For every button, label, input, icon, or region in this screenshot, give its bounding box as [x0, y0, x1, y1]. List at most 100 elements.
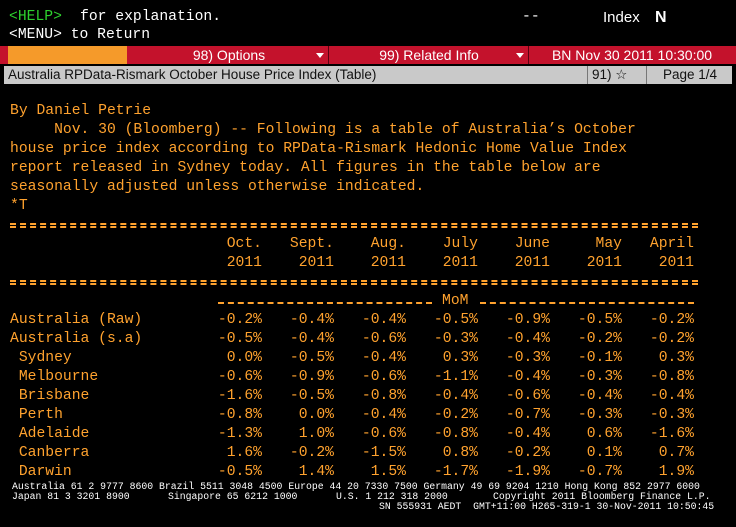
cell-value: -0.4%: [433, 388, 478, 404]
cell-value: 0.7%: [658, 445, 694, 461]
cell-value: -1.3%: [217, 426, 262, 442]
cell-value: -0.5%: [217, 464, 262, 480]
cell-value: -0.6%: [217, 369, 262, 385]
favorite-button[interactable]: 91) ☆: [587, 66, 647, 84]
cell-value: -0.3%: [505, 350, 550, 366]
paragraph-line: Nov. 30 (Bloomberg) -- Following is a ta…: [10, 122, 636, 138]
timestamp: BN Nov 30 2011 10:30:00: [551, 47, 713, 63]
cell-value: -0.4%: [289, 331, 334, 347]
cell-value: -0.2%: [577, 331, 622, 347]
column-month: Aug.: [370, 236, 406, 252]
cell-value: -0.3%: [433, 331, 478, 347]
cell-value: -0.8%: [217, 407, 262, 423]
cell-value: -0.3%: [577, 369, 622, 385]
cell-value: -0.2%: [289, 445, 334, 461]
column-year: 2011: [658, 255, 694, 271]
column-year: 2011: [298, 255, 334, 271]
cell-value: -1.6%: [649, 426, 694, 442]
menu-line: <MENU> to Return: [9, 27, 151, 43]
cell-value: -0.9%: [289, 369, 334, 385]
column-month: Sept.: [289, 236, 334, 252]
cell-value: -0.5%: [289, 388, 334, 404]
footer-session: SN 555931 AEDT GMT+11:00 H265-319-1 30-N…: [379, 501, 715, 512]
column-month: July: [442, 236, 478, 252]
column-month: April: [649, 236, 694, 252]
logo: N: [655, 9, 667, 26]
cell-value: 0.0%: [226, 350, 262, 366]
column-month: June: [514, 236, 550, 252]
column-year: 2011: [226, 255, 262, 271]
footer-copyright: Copyright 2011 Bloomberg Finance L.P.: [493, 491, 711, 502]
cell-value: 1.4%: [298, 464, 334, 480]
footer-singapore: Singapore 65 6212 1000: [168, 491, 298, 502]
footer: Australia 61 2 9777 8600 Brazil 5511 304…: [0, 480, 736, 527]
column-year: 2011: [586, 255, 622, 271]
footer-offices: Australia 61 2 9777 8600 Brazil 5511 304…: [12, 481, 700, 492]
paragraph-line: seasonally adjusted unless otherwise ind…: [10, 179, 425, 195]
page-title: Australia RPData-Rismark October House P…: [8, 67, 377, 82]
dropdown-arrow: [516, 53, 524, 58]
cell-value: -0.4%: [649, 388, 694, 404]
title-bar: Australia RPData-Rismark October House P…: [4, 66, 732, 84]
cell-value: -0.5%: [289, 350, 334, 366]
cell-value: 0.3%: [442, 350, 478, 366]
row-label: Adelaide: [10, 426, 90, 442]
cell-value: -0.4%: [505, 426, 550, 442]
cell-value: -0.4%: [505, 331, 550, 347]
row-label: Sydney: [10, 350, 72, 366]
cell-value: -0.2%: [649, 331, 694, 347]
cell-value: -0.7%: [505, 407, 550, 423]
index-label: Index: [603, 9, 640, 26]
cell-value: 1.9%: [658, 464, 694, 480]
cell-value: -0.2%: [505, 445, 550, 461]
cell-value: 0.3%: [658, 350, 694, 366]
cell-value: -1.9%: [505, 464, 550, 480]
cell-value: -0.4%: [361, 312, 406, 328]
cell-value: 0.6%: [586, 426, 622, 442]
cell-value: -0.2%: [217, 312, 262, 328]
related-info-button[interactable]: 99) Related Info: [330, 46, 529, 64]
cell-value: -1.6%: [217, 388, 262, 404]
cell-value: -0.9%: [505, 312, 550, 328]
cell-value: -0.6%: [361, 426, 406, 442]
cell-value: 0.8%: [442, 445, 478, 461]
row-label: Darwin: [10, 464, 72, 480]
footer-japan: Japan 81 3 3201 8900: [12, 491, 130, 502]
cell-value: -0.5%: [433, 312, 478, 328]
help-text: for explanation.: [80, 9, 222, 25]
row-label: Canberra: [10, 445, 90, 461]
cell-value: -0.6%: [505, 388, 550, 404]
row-label: Australia (s.a): [10, 331, 143, 347]
toolbar: 98) Options 99) Related Info BN Nov 30 201…: [0, 46, 736, 64]
byline: By Daniel Petrie: [10, 103, 152, 119]
cell-value: -0.4%: [505, 369, 550, 385]
cell-value: -0.3%: [577, 407, 622, 423]
cell-value: -0.4%: [361, 350, 406, 366]
cell-value: -0.5%: [217, 331, 262, 347]
cell-value: -0.4%: [361, 407, 406, 423]
page-indicator: Page 1/4: [663, 67, 718, 82]
cell-value: -0.8%: [649, 369, 694, 385]
cell-value: -0.1%: [577, 350, 622, 366]
options-button[interactable]: 98) Options: [130, 46, 329, 64]
cell-value: 0.0%: [298, 407, 334, 423]
section-rule: [480, 302, 694, 304]
cell-value: -1.1%: [433, 369, 478, 385]
separator: [10, 280, 698, 285]
menu-block[interactable]: [8, 46, 127, 64]
cell-value: 1.5%: [370, 464, 406, 480]
help-key: <HELP>: [9, 9, 62, 25]
row-label: Australia (Raw): [10, 312, 143, 328]
column-month: Oct.: [226, 236, 262, 252]
cell-value: 1.0%: [298, 426, 334, 442]
row-label: Perth: [10, 407, 63, 423]
cell-value: -1.5%: [361, 445, 406, 461]
column-year: 2011: [514, 255, 550, 271]
cell-value: -0.2%: [433, 407, 478, 423]
paragraph-line: report released in Sydney today. All fig…: [10, 160, 601, 176]
cell-value: -0.4%: [577, 388, 622, 404]
cell-value: 0.1%: [586, 445, 622, 461]
column-year: 2011: [442, 255, 478, 271]
cell-value: -0.7%: [577, 464, 622, 480]
